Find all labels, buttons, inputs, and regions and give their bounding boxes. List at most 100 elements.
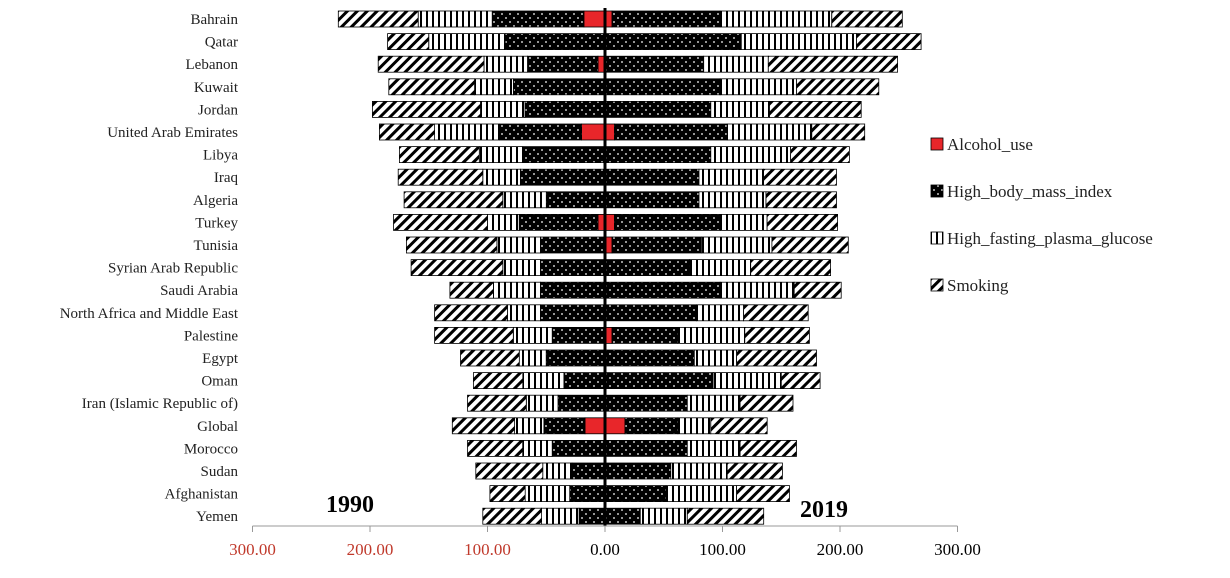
bar-segment (584, 417, 606, 435)
bar-segment (739, 394, 794, 412)
country-label: Qatar (205, 35, 238, 51)
bar-segment (563, 372, 606, 390)
bar-segment (604, 101, 712, 118)
bar-segment (689, 259, 752, 277)
bar-segment (518, 349, 547, 367)
bar-segment (604, 191, 700, 209)
bar-segment (467, 439, 524, 457)
bar-segment (405, 236, 498, 254)
bar-segment (527, 55, 599, 73)
bar-segment (483, 55, 528, 73)
bar-segment (712, 372, 782, 390)
bar-segment (604, 394, 688, 412)
bar-segment (491, 10, 585, 28)
bar-segment (740, 33, 857, 50)
bar-segment (410, 259, 504, 277)
bar-segment (551, 326, 606, 344)
bar-segment (604, 349, 695, 367)
x-tick-label: 0.00 (590, 540, 620, 559)
bar-segment (479, 101, 526, 118)
bar-segment (434, 326, 514, 344)
bars-group (337, 8, 922, 526)
legend-label: Alcohol_use (947, 135, 1033, 154)
bar-segment (698, 191, 767, 209)
country-labels: Bahrain Qatar Lebanon Kuwait Jordan United Ar… (60, 12, 239, 525)
country-label: Libya (203, 148, 238, 164)
bar-segment (502, 191, 547, 209)
bar-segment (540, 259, 606, 277)
bar-segment (604, 485, 667, 503)
bar-segment (765, 191, 837, 209)
bar-segment (472, 372, 524, 390)
legend-swatch (930, 184, 944, 198)
bar-segment (507, 304, 541, 322)
bar-segment (696, 304, 744, 322)
bar-segment (796, 78, 880, 96)
bar-segment (604, 372, 714, 390)
bar-segment (677, 417, 712, 435)
country-label: Syrian Arab Republic (108, 261, 238, 277)
bar-segment (540, 281, 606, 299)
bar-segment (639, 507, 688, 525)
bar-segment (604, 55, 705, 73)
bar-segment (698, 168, 764, 186)
bar-segment (686, 394, 741, 412)
bar-segment (387, 33, 430, 50)
bar-segment (604, 304, 698, 322)
bar-segment (434, 304, 508, 322)
bar-segment (604, 439, 688, 457)
country-label: Sudan (201, 464, 239, 480)
bar-segment (397, 168, 484, 186)
bar-segment (686, 439, 741, 457)
bar-segment (744, 326, 810, 344)
bar-segment (571, 462, 606, 480)
bar-segment (719, 10, 833, 28)
bar-segment (578, 507, 606, 525)
country-label: Iran (Islamic Republic of) (82, 396, 238, 412)
bar-segment (524, 101, 606, 118)
bar-segment (604, 146, 712, 164)
bar-segment (736, 485, 790, 503)
bar-segment (557, 394, 606, 412)
bar-segment (686, 507, 765, 525)
x-tick-label: 200.00 (347, 540, 394, 559)
bar-segment (467, 394, 527, 412)
bar-segment (736, 349, 817, 367)
x-tick-label: 200.00 (817, 540, 864, 559)
bar-segment (611, 236, 702, 254)
legend-swatch (930, 278, 944, 292)
bar-segment (769, 101, 862, 118)
bar-segment (743, 304, 809, 322)
country-label: Iraq (214, 170, 239, 186)
bar-segment (604, 259, 690, 277)
bar-segment (604, 462, 672, 480)
year-label-1990: 1990 (326, 492, 374, 518)
x-axis: 300.00 200.00 100.00 0.00 100.00 200.00 300.00 (229, 525, 981, 559)
country-label: Lebanon (186, 57, 239, 73)
bar-segment (540, 236, 606, 254)
bar-segment (520, 168, 606, 186)
x-tick-label: 100.00 (464, 540, 511, 559)
x-tick-label: 300.00 (229, 540, 276, 559)
bar-segment (710, 417, 768, 435)
bar-segment (460, 349, 520, 367)
bar-segment (624, 417, 679, 435)
country-label: Bahrain (191, 12, 239, 28)
country-label: Turkey (195, 215, 238, 231)
bar-segment (482, 507, 542, 525)
bar-segment (611, 326, 679, 344)
bar-segment (670, 462, 728, 480)
country-label: Morocco (184, 441, 238, 457)
country-label: Kuwait (194, 80, 239, 96)
bar-segment (487, 213, 520, 231)
bar-segment (403, 191, 504, 209)
bar-segment (522, 439, 553, 457)
bar-segment (693, 349, 737, 367)
bar-segment (790, 146, 850, 164)
bar-segment (542, 462, 573, 480)
bar-segment (489, 485, 526, 503)
bar-segment (831, 10, 903, 28)
bar-segment (478, 146, 524, 164)
bar-segment (726, 462, 783, 480)
bar-segment (583, 10, 606, 28)
